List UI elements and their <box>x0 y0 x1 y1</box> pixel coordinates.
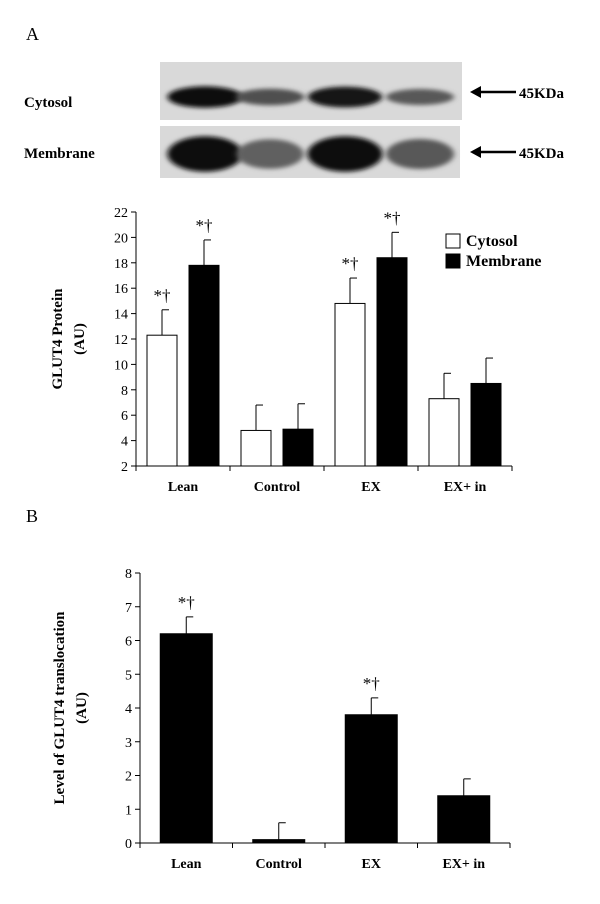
x-category-label: Lean <box>171 857 202 872</box>
y-tick-label: 4 <box>125 702 132 717</box>
significance-marker: *† <box>154 286 171 305</box>
arrow-left-icon <box>470 86 516 98</box>
y-axis-label: GLUT4 Protein <box>50 288 66 390</box>
y-tick-label: 14 <box>114 308 128 323</box>
y-tick-label: 12 <box>114 333 128 348</box>
x-category-label: EX <box>362 857 381 872</box>
y-axis-label: (AU) <box>72 323 88 355</box>
y-tick-label: 22 <box>114 206 128 221</box>
blot-band <box>235 88 305 106</box>
significance-marker: *† <box>178 593 195 612</box>
y-tick-label: 6 <box>121 409 128 424</box>
y-tick-label: 8 <box>125 567 132 582</box>
y-tick-label: 2 <box>121 460 128 475</box>
y-axis-label: (AU) <box>74 692 90 724</box>
x-category-label: Control <box>256 857 303 872</box>
bar <box>146 334 178 467</box>
blot-band <box>167 86 243 108</box>
significance-marker: *† <box>196 216 213 235</box>
y-tick-label: 3 <box>125 736 132 751</box>
x-category-label: EX <box>361 480 380 495</box>
blot-band <box>386 139 454 169</box>
western-blot: Cytosol Membrane 45KDa 45KDa <box>24 62 565 178</box>
y-tick-label: 6 <box>125 635 132 650</box>
y-tick-label: 0 <box>125 837 132 852</box>
blot-band <box>307 136 383 172</box>
y-tick-label: 1 <box>125 803 132 818</box>
bar <box>470 382 502 467</box>
legend-swatch <box>445 233 461 249</box>
x-category-label: EX+ in <box>444 480 487 495</box>
y-tick-label: 18 <box>114 257 128 272</box>
blot-label-cytosol: Cytosol <box>24 95 72 111</box>
y-tick-label: 8 <box>121 384 128 399</box>
blot-strip-membrane <box>160 126 460 178</box>
legend-swatch <box>445 253 461 269</box>
blot-strip-cytosol <box>160 62 462 120</box>
blot-label-membrane: Membrane <box>24 146 95 162</box>
bar <box>188 264 220 467</box>
y-tick-label: 2 <box>125 770 132 785</box>
significance-marker: *† <box>342 254 359 273</box>
panel-a-letter: A <box>26 24 39 44</box>
y-axis-label: Level of GLUT4 translocation <box>52 611 68 805</box>
bar <box>334 302 366 467</box>
y-tick-label: 10 <box>114 358 128 373</box>
legend-label: Cytosol <box>466 233 518 250</box>
bar <box>159 633 213 844</box>
significance-marker: *† <box>384 208 401 227</box>
y-tick-label: 4 <box>121 435 128 450</box>
x-category-label: Lean <box>168 480 199 495</box>
bar <box>282 428 314 467</box>
chart-glut4-protein: 2 4 6 8 10 12 14 16 18 20 22 Lean Control EX EX+ in *† *… <box>50 206 542 495</box>
legend-label: Membrane <box>466 253 542 270</box>
y-tick-label: 5 <box>125 668 132 683</box>
y-tick-label: 20 <box>114 231 128 246</box>
blot-band <box>307 86 383 108</box>
significance-marker: *† <box>363 674 380 693</box>
panel-b-letter: B <box>26 506 38 526</box>
bar <box>252 839 306 844</box>
blot-band <box>167 136 243 172</box>
bar <box>344 714 398 844</box>
y-tick-label: 16 <box>114 282 128 297</box>
bar <box>240 429 272 467</box>
blot-marker-membrane: 45KDa <box>519 146 565 162</box>
blot-band <box>236 139 304 169</box>
bar <box>428 398 460 467</box>
blot-marker-cytosol: 45KDa <box>519 86 565 102</box>
x-category-label: Control <box>254 480 301 495</box>
bar <box>376 257 408 467</box>
y-tick-label: 7 <box>125 601 132 616</box>
x-category-label: EX+ in <box>442 857 485 872</box>
chart-glut4-translocation: 0 1 2 3 4 5 6 7 8 Lean Control EX EX+ in *† *† Level of… <box>52 567 511 872</box>
arrow-left-icon <box>470 146 516 158</box>
blot-band <box>386 89 454 105</box>
bar <box>437 795 491 844</box>
